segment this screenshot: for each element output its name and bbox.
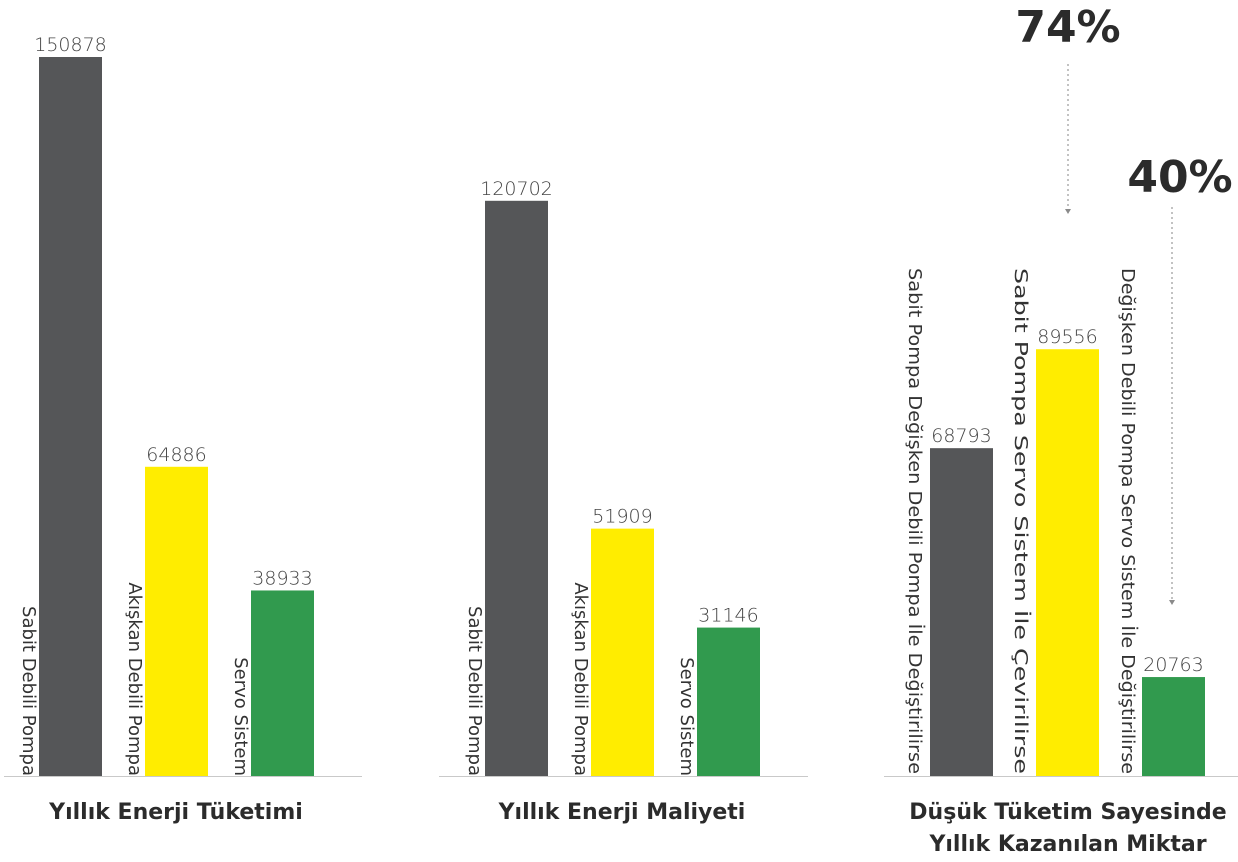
- bar-2: [145, 466, 208, 776]
- bar-3: [697, 627, 760, 776]
- bar-category-label: Akışkan Debili Pompa: [570, 582, 591, 776]
- bar-3: [251, 590, 314, 776]
- bar-2: [1036, 349, 1099, 776]
- arrow-head-icon: [1169, 600, 1175, 605]
- percent-annotation: 74%: [1015, 2, 1120, 53]
- bar-category-label: Sabit Pompa Değişken Debili Pompa İle De…: [904, 268, 925, 774]
- bar-value-label: 38933: [252, 567, 312, 589]
- percent-annotation: 40%: [1127, 152, 1232, 203]
- bar-value-label: 68793: [931, 425, 991, 447]
- chart-title: Yıllık Enerji Tüketimi: [48, 800, 303, 825]
- chart-title: Yıllık Enerji Maliyeti: [498, 800, 746, 825]
- bar-category-label: Sabit Debili Pompa: [464, 606, 485, 776]
- bar-value-label: 150878: [34, 34, 107, 56]
- bar-3: [1142, 677, 1205, 776]
- bar-1: [485, 200, 548, 777]
- bar-value-label: 120702: [480, 178, 553, 200]
- chart-title-line: Yıllık Kazanılan Miktar: [928, 832, 1206, 857]
- bar-value-label: 89556: [1037, 326, 1097, 348]
- bar-1: [930, 448, 993, 776]
- bar-category-label: Akışkan Debili Pompa: [124, 582, 145, 776]
- bar-category-label: Servo Sistem: [230, 657, 251, 776]
- bar-value-label: 31146: [698, 605, 758, 627]
- bar-1: [39, 57, 102, 776]
- arrow-head-icon: [1065, 209, 1071, 214]
- bar-category-label: Sabit Pompa Servo Sistem İle Çevirilirse: [1010, 268, 1031, 774]
- chart-title-line: Düşük Tüketim Sayesinde: [909, 800, 1226, 825]
- bar-2: [591, 528, 654, 776]
- bar-category-label: Sabit Debili Pompa: [18, 606, 39, 776]
- bar-category-label: Değişken Debili Pompa Servo Sistem İle D…: [1117, 268, 1138, 774]
- bar-value-label: 64886: [146, 444, 206, 466]
- bar-value-label: 20763: [1143, 654, 1203, 676]
- bar-category-label: Servo Sistem: [676, 657, 697, 776]
- bar-value-label: 51909: [592, 506, 652, 528]
